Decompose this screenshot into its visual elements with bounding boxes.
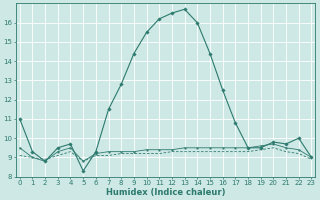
X-axis label: Humidex (Indice chaleur): Humidex (Indice chaleur) [106, 188, 225, 197]
